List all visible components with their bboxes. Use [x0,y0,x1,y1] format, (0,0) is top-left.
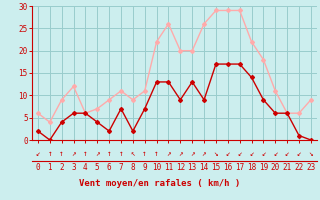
Text: 18: 18 [247,163,256,172]
Text: ↙: ↙ [226,149,230,158]
Text: 3: 3 [71,163,76,172]
Text: ↙: ↙ [237,149,242,158]
Text: ↙: ↙ [273,149,277,158]
Text: 9: 9 [142,163,147,172]
Text: ↗: ↗ [166,149,171,158]
Text: 19: 19 [259,163,268,172]
Text: 0: 0 [36,163,40,172]
Text: ↑: ↑ [142,149,147,158]
Text: 11: 11 [164,163,173,172]
Text: ↙: ↙ [297,149,301,158]
Text: 14: 14 [199,163,209,172]
Text: 17: 17 [235,163,244,172]
Text: 23: 23 [306,163,316,172]
Text: ↑: ↑ [59,149,64,158]
Text: 21: 21 [283,163,292,172]
Text: ↑: ↑ [47,149,52,158]
Text: ↖: ↖ [131,149,135,158]
Text: 20: 20 [271,163,280,172]
Text: 22: 22 [294,163,304,172]
Text: ↑: ↑ [107,149,111,158]
Text: ↗: ↗ [178,149,183,158]
Text: ↙: ↙ [261,149,266,158]
Text: ↑: ↑ [83,149,88,158]
Text: Vent moyen/en rafales ( km/h ): Vent moyen/en rafales ( km/h ) [79,180,241,188]
Text: ↙: ↙ [285,149,290,158]
Text: 16: 16 [223,163,232,172]
Text: 6: 6 [107,163,111,172]
Text: ↑: ↑ [154,149,159,158]
Text: 8: 8 [131,163,135,172]
Text: 15: 15 [211,163,220,172]
Text: ↘: ↘ [308,149,313,158]
Text: ↑: ↑ [119,149,123,158]
Text: ↙: ↙ [36,149,40,158]
Text: 7: 7 [119,163,123,172]
Text: 12: 12 [176,163,185,172]
Text: 2: 2 [59,163,64,172]
Text: ↘: ↘ [214,149,218,158]
Text: ↗: ↗ [190,149,195,158]
Text: ↗: ↗ [202,149,206,158]
Text: ↗: ↗ [71,149,76,158]
Text: 4: 4 [83,163,88,172]
Text: 5: 5 [95,163,100,172]
Text: 1: 1 [47,163,52,172]
Text: 10: 10 [152,163,161,172]
Text: ↗: ↗ [95,149,100,158]
Text: 13: 13 [188,163,197,172]
Text: ↙: ↙ [249,149,254,158]
